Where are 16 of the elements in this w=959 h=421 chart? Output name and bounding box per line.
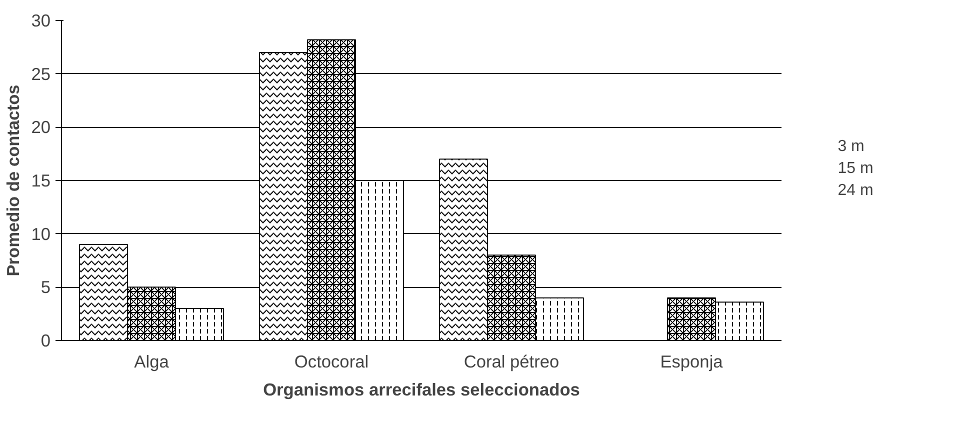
x-axis-title: Organismos arrecifales seleccionados (263, 380, 580, 400)
y-tick-label: 25 (31, 64, 51, 84)
x-tick-label: Esponja (660, 352, 724, 372)
y-tick-label: 10 (31, 224, 51, 244)
x-tick-label: Octocoral (294, 352, 369, 372)
x-tick-label: Coral pétreo (464, 352, 560, 372)
text: 15 m (838, 160, 874, 178)
y-tick-label: 20 (31, 117, 51, 138)
y-tick-label: 15 (31, 170, 51, 190)
x-tick-label: Alga (134, 352, 170, 372)
y-axis-title: Promedio de contactos (3, 84, 24, 276)
y-tick-label: 30 (31, 10, 51, 30)
y-tick-label: 5 (40, 277, 51, 298)
text: 3 m (838, 138, 864, 156)
text: 24 m (838, 182, 874, 200)
y-tick-label: 0 (40, 330, 51, 350)
